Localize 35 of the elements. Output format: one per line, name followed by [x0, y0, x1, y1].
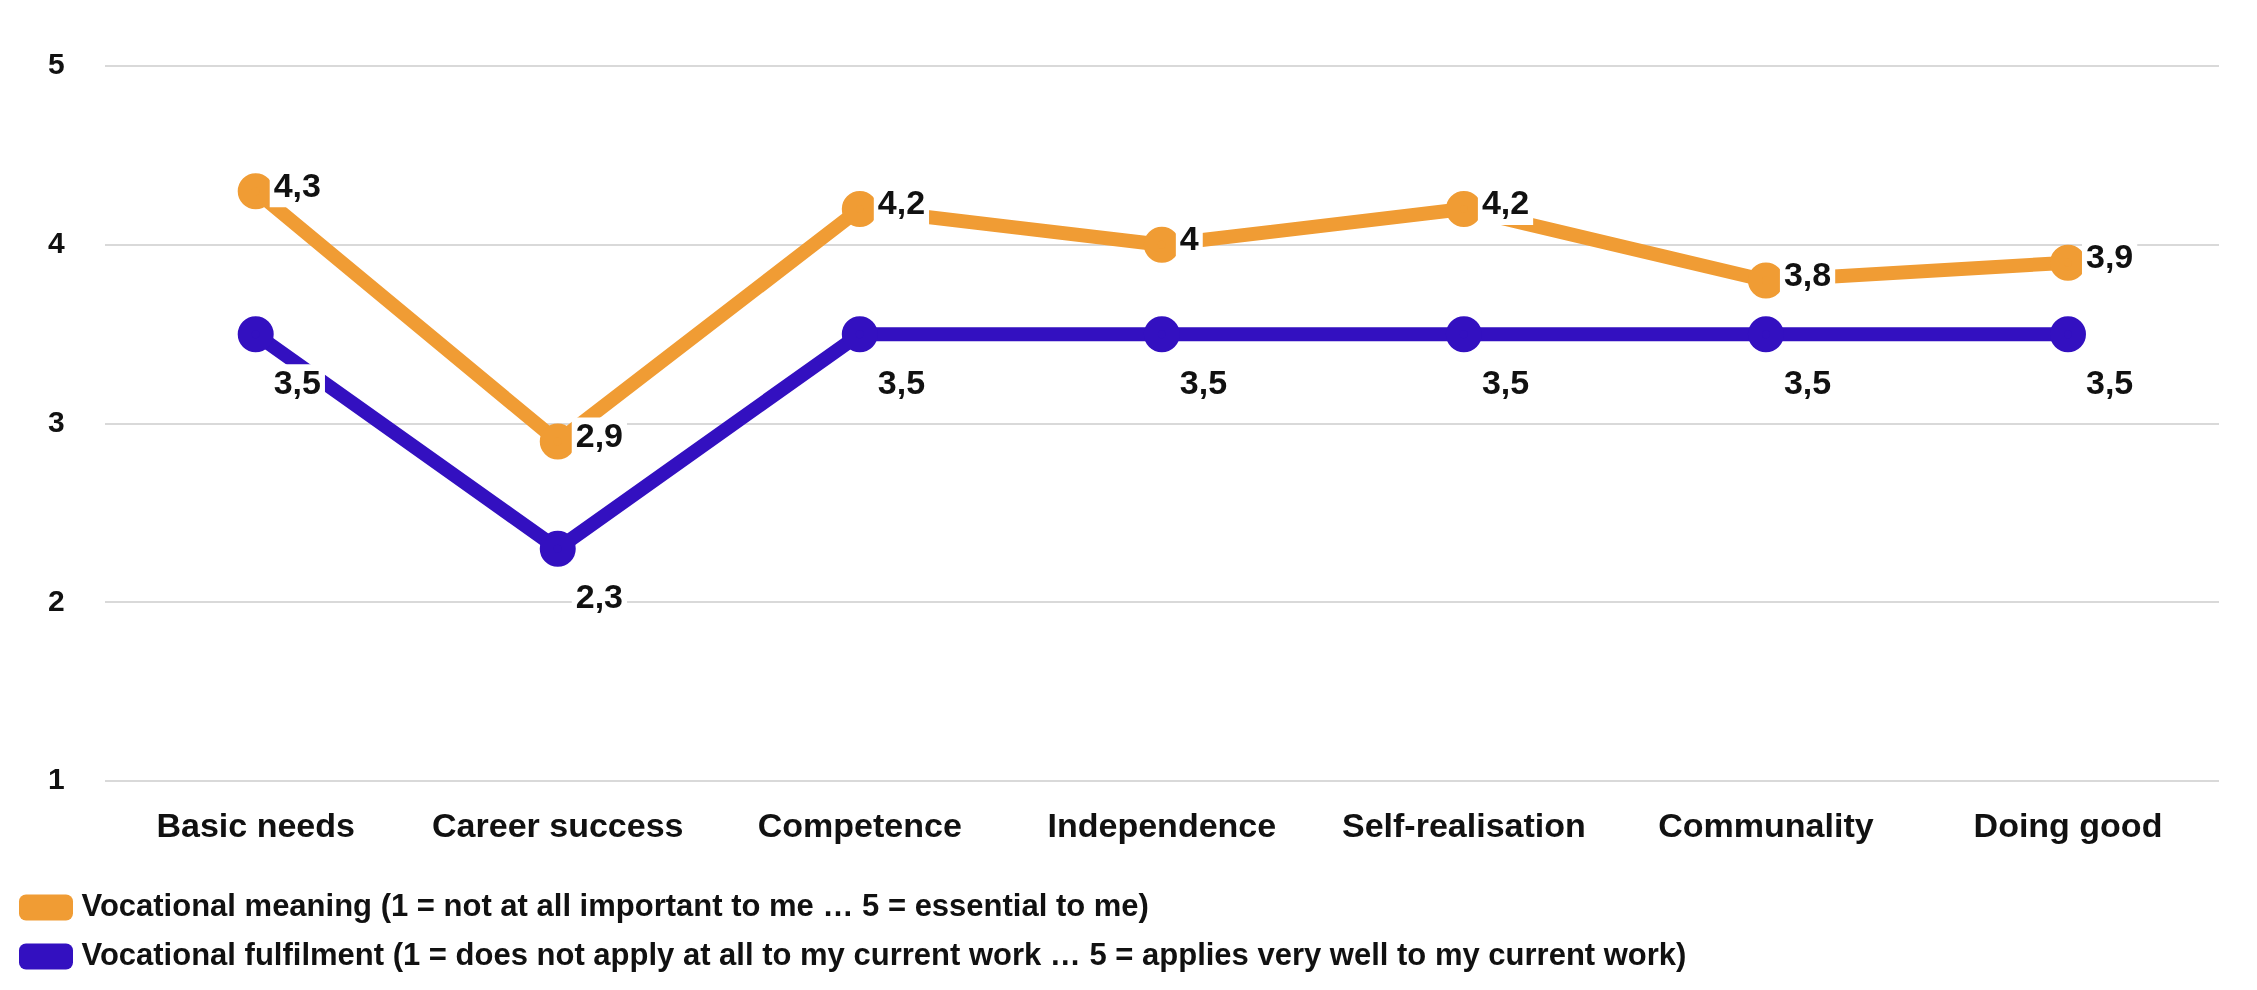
data-label: 3,5	[877, 362, 926, 401]
y-tick-label: 4	[48, 226, 65, 260]
data-label: 4,2	[1481, 183, 1530, 222]
y-tick-label: 5	[48, 47, 65, 81]
y-tick-label: 2	[48, 583, 65, 617]
legend-label: Vocational meaning (1 = not at all important to me … 5 = essential to me)	[81, 888, 1149, 924]
point	[1143, 316, 1180, 353]
data-label: 3,5	[2085, 362, 2134, 401]
point	[237, 316, 274, 353]
x-tick-label: Self-realisation	[1342, 805, 1586, 844]
data-label: 3,5	[1179, 362, 1228, 401]
point	[841, 316, 878, 353]
point	[1747, 316, 1784, 353]
data-label: 3,9	[2085, 237, 2134, 276]
x-tick-label: Competence	[757, 805, 962, 844]
data-label: 2,9	[575, 415, 624, 454]
data-label: 4,3	[273, 165, 321, 204]
data-label: 2,3	[575, 577, 624, 616]
data-label: 3,5	[1783, 362, 1832, 401]
x-tick-label: Independence	[1047, 805, 1277, 844]
data-label: 3,5	[273, 362, 321, 401]
y-tick-label: 3	[48, 404, 65, 438]
legend-label: Vocational fulfilment (1 = does not apply at all to my current work … 5 = applies very well to my current work)	[81, 937, 1687, 973]
data-label: 3,8	[1783, 254, 1832, 293]
x-tick-label: Communality	[1658, 805, 1874, 844]
point	[539, 530, 576, 567]
point	[2049, 316, 2086, 353]
y-tick-label: 1	[48, 762, 65, 796]
x-tick-label: Basic needs	[156, 805, 355, 844]
data-label: 3,5	[1481, 362, 1530, 401]
point	[1445, 316, 1482, 353]
data-label: 4,2	[877, 183, 926, 222]
data-label: 4	[1179, 219, 1199, 258]
x-tick-label: Career success	[432, 805, 684, 844]
x-tick-label: Doing good	[1973, 805, 2163, 844]
